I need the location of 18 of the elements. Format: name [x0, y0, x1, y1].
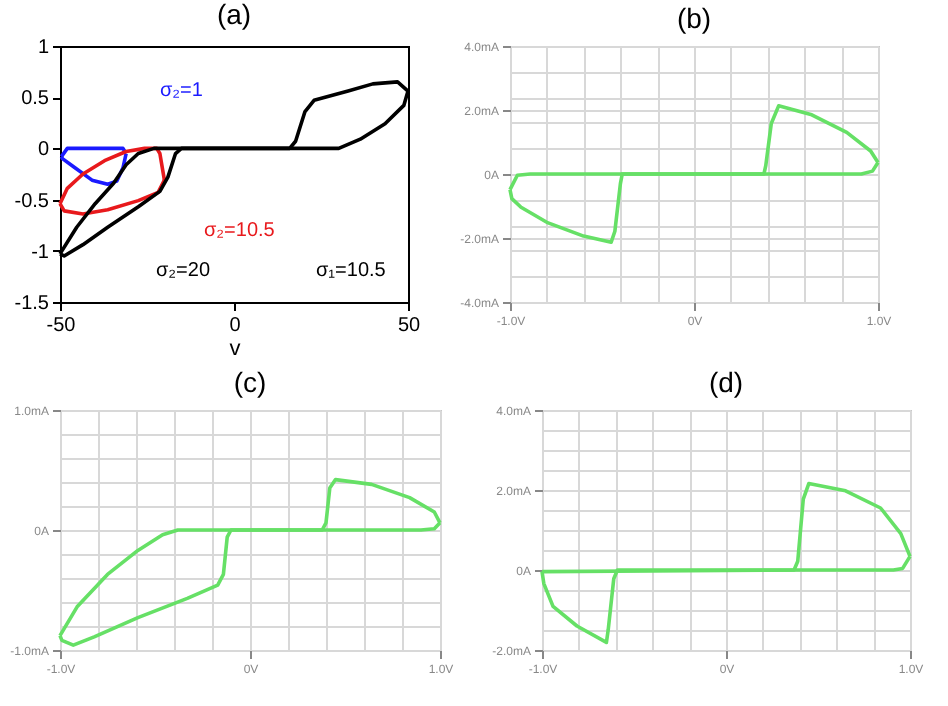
y-tick-label: 0.5	[21, 88, 50, 111]
chart-title: (c)	[233, 366, 267, 398]
text: σ₂=20	[156, 260, 211, 282]
y-tick-label: 0	[37, 139, 50, 162]
x-tick-label: 50	[397, 315, 421, 337]
annotation: σ₁=10.5	[316, 260, 387, 282]
x-axis-title: v	[229, 337, 242, 361]
chart-title: (a)	[216, 0, 252, 30]
x-tick-label: -50	[46, 315, 77, 337]
x-tick-label: 0	[229, 315, 242, 337]
y-tick-label: -0.5	[14, 190, 50, 213]
text: σ₂=10.5	[204, 220, 276, 242]
text: σ₂=1	[160, 80, 204, 102]
chart-title: (d)	[708, 366, 744, 398]
chart-title: (b)	[676, 2, 712, 34]
y-tick-label: -1.5	[14, 293, 50, 315]
y-tick-label: -1	[31, 241, 50, 264]
y-tick-label: 1	[37, 37, 50, 59]
